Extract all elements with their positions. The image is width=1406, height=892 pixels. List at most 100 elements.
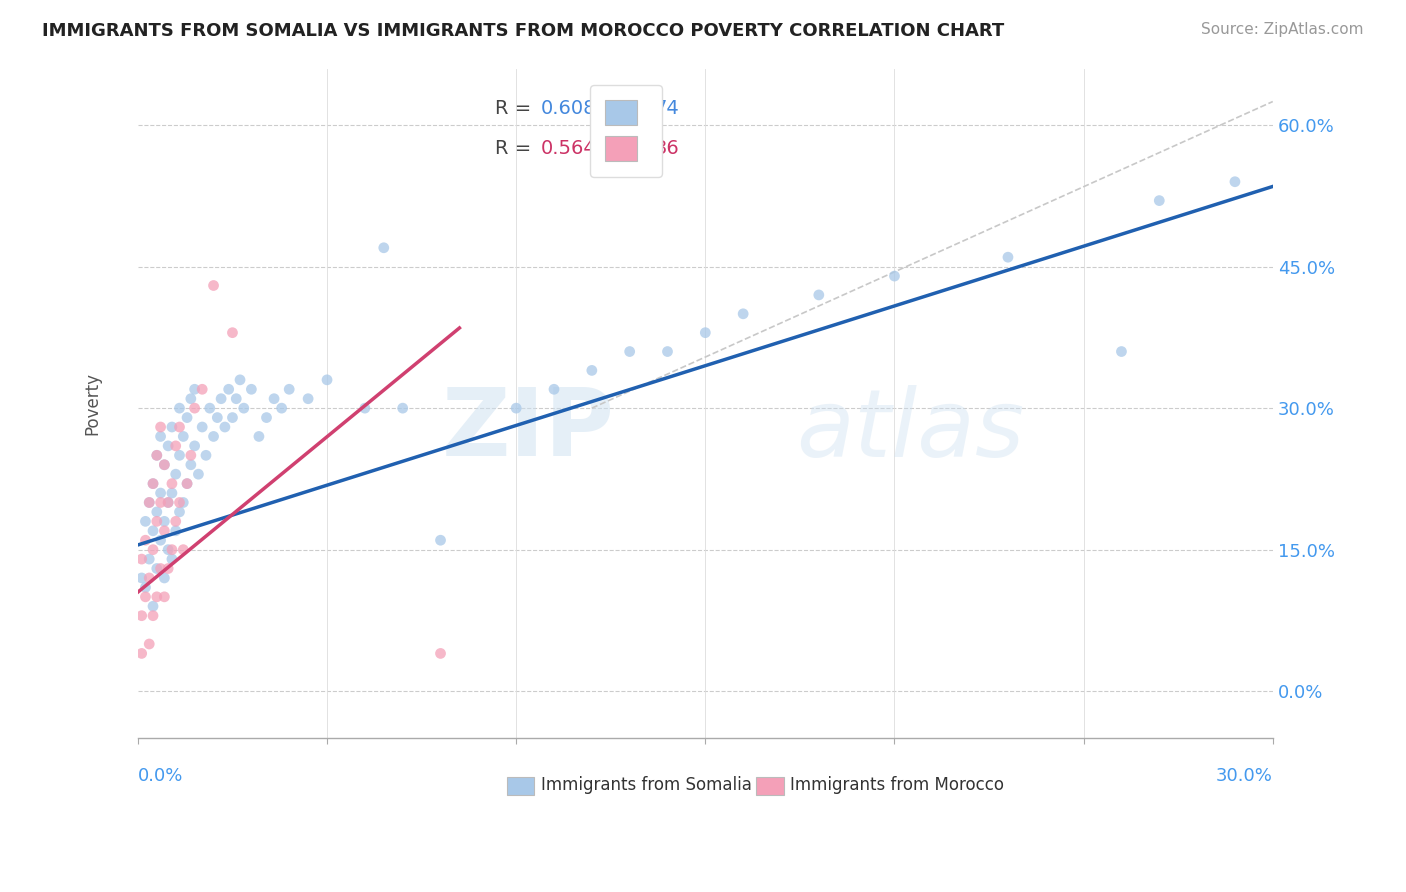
Point <box>142 599 165 614</box>
Point <box>429 533 451 548</box>
Point <box>138 495 160 509</box>
Point <box>131 571 153 585</box>
Point <box>153 524 176 538</box>
Point <box>218 382 240 396</box>
Point <box>183 382 205 396</box>
Point <box>247 429 270 443</box>
Point <box>256 410 278 425</box>
Point <box>373 241 395 255</box>
Text: N =: N = <box>602 139 658 158</box>
Point <box>807 288 830 302</box>
Point <box>176 410 198 425</box>
Point <box>191 420 214 434</box>
Point <box>131 608 153 623</box>
Point <box>263 392 285 406</box>
Point <box>134 590 156 604</box>
Point <box>169 505 191 519</box>
Point <box>142 608 165 623</box>
Point <box>134 581 156 595</box>
Text: ZIP: ZIP <box>441 384 614 476</box>
Point <box>153 514 176 528</box>
Point <box>997 250 1019 264</box>
Text: 0.0%: 0.0% <box>138 766 183 785</box>
Point <box>165 439 187 453</box>
Point <box>134 514 156 528</box>
Point <box>316 373 339 387</box>
Text: 0.564: 0.564 <box>541 139 596 158</box>
Point <box>543 382 565 396</box>
Point <box>169 420 191 434</box>
Point <box>619 344 641 359</box>
Point <box>202 429 225 443</box>
Point <box>214 420 236 434</box>
Point <box>146 590 169 604</box>
Point <box>160 476 183 491</box>
Point <box>146 514 169 528</box>
Point <box>176 476 198 491</box>
Point <box>169 448 191 462</box>
Point <box>165 514 187 528</box>
Point <box>157 495 180 509</box>
Point <box>657 344 679 359</box>
Point <box>202 278 225 293</box>
Point <box>138 552 160 566</box>
Text: 74: 74 <box>654 99 679 118</box>
Point <box>149 429 172 443</box>
Point <box>146 561 169 575</box>
Point <box>142 476 165 491</box>
Point <box>187 467 209 482</box>
Point <box>149 486 172 500</box>
Point <box>172 429 194 443</box>
Point <box>160 486 183 500</box>
Point <box>160 420 183 434</box>
Point <box>195 448 218 462</box>
Point <box>183 401 205 416</box>
Point <box>169 495 191 509</box>
Point <box>270 401 292 416</box>
Point <box>229 373 252 387</box>
Point <box>225 392 247 406</box>
Point <box>149 561 172 575</box>
Text: R =: R = <box>495 139 538 158</box>
Point <box>209 392 232 406</box>
Text: 36: 36 <box>654 139 679 158</box>
Point <box>1111 344 1133 359</box>
Point <box>131 647 153 661</box>
Point <box>157 561 180 575</box>
Point <box>581 363 603 377</box>
Legend: , : , <box>591 85 662 177</box>
Point <box>149 495 172 509</box>
Point <box>180 392 202 406</box>
Point <box>131 552 153 566</box>
Text: Poverty: Poverty <box>83 372 101 435</box>
Point <box>149 533 172 548</box>
Point <box>191 382 214 396</box>
Point <box>165 467 187 482</box>
Point <box>138 571 160 585</box>
Point <box>146 448 169 462</box>
Point <box>180 448 202 462</box>
Text: R =: R = <box>495 99 538 118</box>
Point <box>183 439 205 453</box>
Point <box>429 647 451 661</box>
Point <box>505 401 527 416</box>
Point <box>221 410 243 425</box>
Point <box>146 448 169 462</box>
Text: Immigrants from Somalia: Immigrants from Somalia <box>541 776 752 794</box>
Point <box>172 542 194 557</box>
FancyBboxPatch shape <box>506 777 534 796</box>
Text: 30.0%: 30.0% <box>1216 766 1272 785</box>
Point <box>153 458 176 472</box>
Text: IMMIGRANTS FROM SOMALIA VS IMMIGRANTS FROM MOROCCO POVERTY CORRELATION CHART: IMMIGRANTS FROM SOMALIA VS IMMIGRANTS FR… <box>42 22 1004 40</box>
Point <box>153 571 176 585</box>
FancyBboxPatch shape <box>756 777 783 796</box>
Point <box>142 476 165 491</box>
Point <box>883 268 905 283</box>
Point <box>232 401 254 416</box>
Point <box>391 401 413 416</box>
Point <box>153 590 176 604</box>
Point <box>198 401 221 416</box>
Point <box>153 458 176 472</box>
Point <box>157 495 180 509</box>
Point <box>354 401 377 416</box>
